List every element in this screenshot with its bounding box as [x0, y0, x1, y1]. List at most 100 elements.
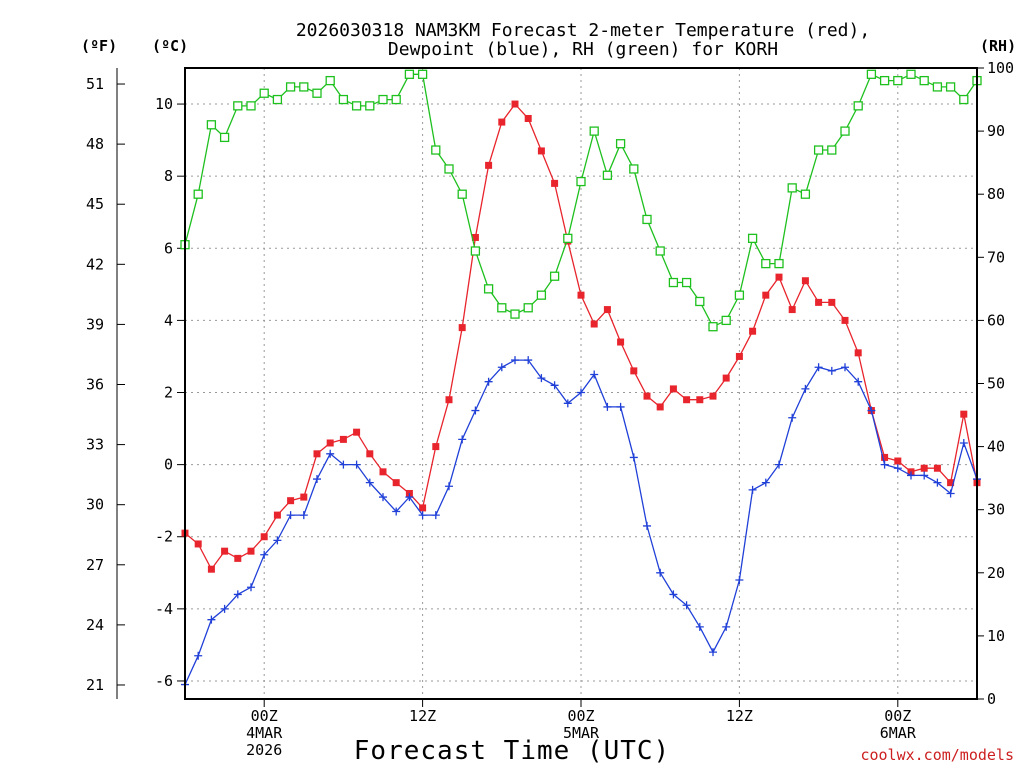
fahrenheit-tick-label: 36: [86, 376, 104, 394]
rh-point: [219, 132, 230, 143]
rh-tick-label: 0: [987, 690, 996, 708]
temperature-point: [353, 428, 361, 436]
celsius-tick-label: -4: [155, 600, 173, 618]
fahrenheit-tick-label: 30: [86, 496, 104, 514]
temperature-point: [498, 118, 506, 126]
temperature-point: [471, 233, 479, 241]
x-axis-label: Forecast Time (UTC): [354, 736, 670, 766]
rh-point: [563, 233, 573, 244]
rh-point: [193, 189, 203, 199]
rh-tick-label: 80: [987, 185, 1005, 203]
rh-tick-label: 60: [987, 311, 1005, 329]
rh-point: [602, 170, 613, 180]
rh-point: [457, 189, 467, 199]
dewpoint-point: [775, 460, 783, 469]
rh-point: [879, 75, 890, 86]
rh-point: [655, 246, 665, 256]
dewpoint-point: [920, 471, 929, 480]
rh-tick-label: 30: [987, 501, 1005, 519]
dewpoint-point: [722, 622, 731, 631]
rh-axis: 0 10 20 30 40 50 60 70 80 90 100: [977, 59, 1014, 708]
dewpoint-line: [184, 359, 978, 685]
dewpoint-point: [405, 493, 414, 502]
dewpoint-point: [326, 449, 335, 458]
temperature-point: [815, 298, 823, 306]
fahrenheit-axis: 21 24 27 30 33 36 39 42 45 48 51: [86, 75, 125, 694]
rh-point: [272, 94, 283, 105]
dewpoint-point: [247, 583, 255, 592]
rh-point: [299, 82, 309, 92]
celsius-tick-label: 10: [155, 95, 173, 113]
dewpoint-point: [682, 601, 691, 610]
time-tick-label: 12Z: [726, 707, 753, 725]
rh-point: [774, 258, 784, 269]
dewpoint-point: [827, 366, 836, 375]
dewpoint-point: [577, 388, 585, 397]
temperature-point: [260, 533, 268, 541]
dewpoint-point: [814, 363, 823, 372]
time-tick-label: 00Z: [884, 707, 911, 725]
time-tick-label: 00Z: [251, 707, 278, 725]
celsius-axis: -6 -4 -2 0 2 4 6 8 10: [155, 95, 185, 690]
rh-point: [734, 290, 745, 300]
temperature-point: [590, 320, 598, 328]
temperature-point: [234, 554, 242, 562]
temperature-point: [339, 435, 347, 443]
fahrenheit-tick-label: 33: [86, 436, 104, 454]
temperature-point: [775, 273, 783, 281]
temperature-point: [709, 392, 717, 400]
dewpoint-point: [959, 438, 968, 447]
time-tick-label: 00Z: [567, 707, 594, 725]
temperature-point: [445, 396, 453, 404]
fahrenheit-tick-label: 48: [86, 135, 104, 153]
temperature-point: [485, 161, 493, 169]
dewpoint-point: [563, 399, 572, 408]
temperature-point: [749, 327, 757, 335]
rh-point: [827, 145, 837, 155]
dewpoint-point: [867, 406, 876, 415]
rh-point: [787, 183, 797, 193]
dewpoint-point: [550, 381, 559, 390]
temperature-point: [669, 385, 677, 393]
dewpoint-point: [788, 413, 797, 422]
dewpoint-point: [471, 406, 480, 415]
temperature-point: [537, 147, 545, 155]
dewpoint-point: [194, 651, 203, 660]
rh-tick-label: 70: [987, 248, 1005, 266]
rh-point: [629, 164, 639, 174]
rh-point: [285, 82, 296, 92]
rh-point: [444, 164, 454, 174]
rh-point: [206, 120, 217, 130]
dewpoint-point: [379, 493, 387, 502]
rh-point: [642, 214, 652, 225]
rh-point: [615, 139, 626, 149]
temperature-point: [801, 277, 809, 285]
rh-point: [668, 277, 679, 288]
dewpoint-point: [431, 511, 440, 520]
rh-point: [747, 233, 758, 244]
time-tick-label: 12Z: [409, 707, 436, 725]
dewpoint-point: [669, 590, 678, 599]
temperature-point: [735, 352, 743, 360]
rh-tick-label: 20: [987, 564, 1005, 582]
rh-tick-label: 10: [987, 627, 1005, 645]
temperature-point: [221, 547, 229, 555]
celsius-tick-label: 8: [164, 167, 173, 185]
rh-point: [681, 277, 692, 288]
dewpoint-point: [656, 568, 665, 577]
dewpoint-point: [392, 507, 401, 516]
dewpoint-point: [524, 356, 533, 365]
temperature-point: [762, 291, 770, 299]
celsius-tick-label: -2: [155, 528, 173, 546]
temperature-point: [313, 450, 321, 458]
dewpoint-point: [761, 478, 770, 487]
dewpoint-point: [233, 590, 242, 599]
rh-point: [840, 126, 850, 136]
dewpoint-point: [220, 604, 229, 613]
temperature-point: [854, 349, 862, 357]
rh-point: [259, 88, 269, 98]
rh-point: [695, 296, 705, 307]
celsius-tick-label: 6: [164, 239, 173, 257]
temperature-point: [551, 179, 559, 187]
